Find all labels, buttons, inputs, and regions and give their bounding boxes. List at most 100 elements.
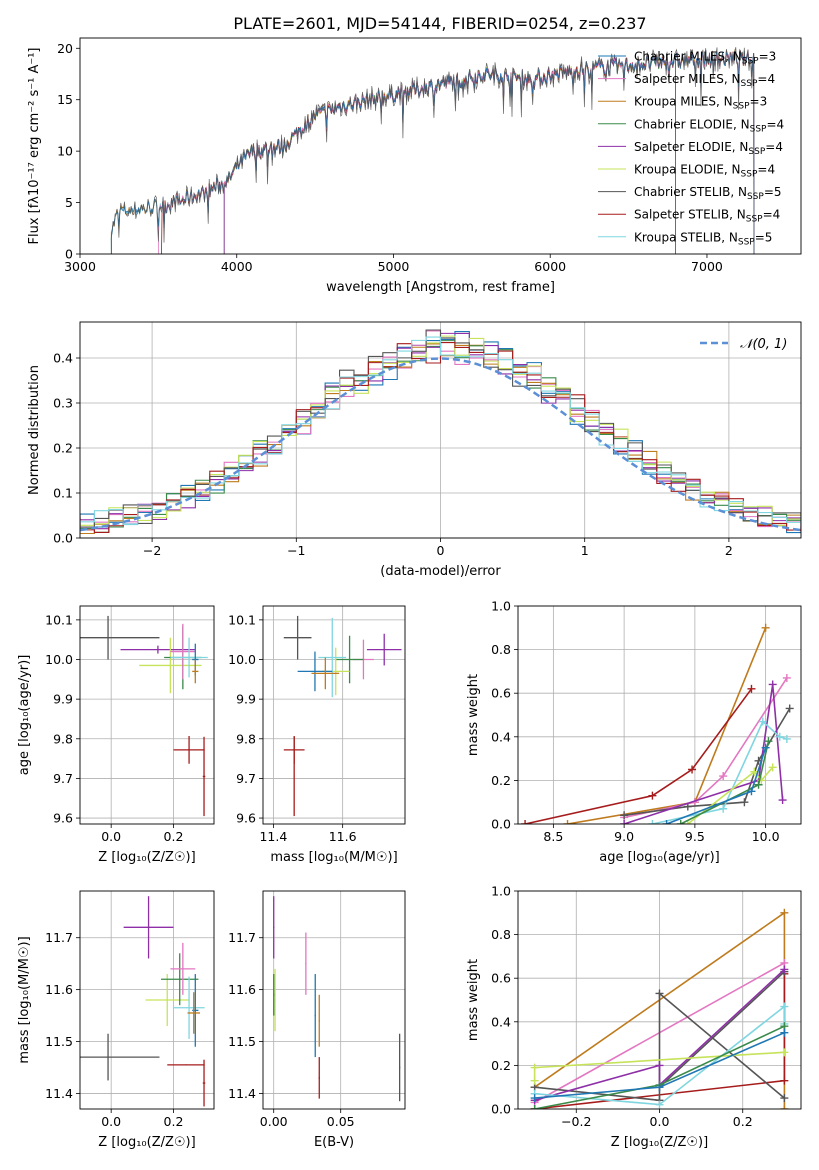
x-tick-label: 5000 [378, 259, 410, 274]
weight-marker-SS [747, 684, 756, 693]
axes-frame [79, 890, 215, 1110]
y-tick-label: 11.4 [45, 1086, 73, 1101]
legend-nssp: =4 [766, 117, 784, 131]
axes-frame [79, 605, 215, 825]
x-tick-label: −0.2 [561, 1114, 591, 1129]
legend-label-KS: Kroupa STELIB, NSSP=5 [634, 230, 772, 247]
plot-area [80, 615, 208, 817]
chart-weight_vs_Z: −0.2 0.0 0.2 0.0 0.2 0.4 0.6 0.8 1.0 Z [log₁₀(Z/Z… [466, 884, 802, 1150]
y-tick-label: 0.0 [491, 1102, 511, 1117]
x-tick-label: 0.0 [101, 829, 121, 844]
x-axis-label: wavelength [Angstrom, rest frame] [326, 280, 555, 295]
plot-area [521, 623, 794, 824]
residuals-legend: 𝒩(0, 1) [700, 337, 787, 352]
legend-nssp: =4 [765, 140, 783, 154]
chart-mass_vs_EBV: 0.00 0.05 11.4 11.5 11.6 11.7 E(B-V) [228, 890, 406, 1150]
legend-label-SM: Salpeter MILES, NSSP=4 [634, 72, 775, 89]
x-tick-label: 0 [437, 543, 445, 558]
weight-line-KM [567, 627, 767, 824]
legend-label-KE: Kroupa ELODIE, NSSP=4 [634, 163, 775, 180]
legend-label-CE: Chabrier ELODIE, NSSP=4 [634, 117, 784, 134]
weight-marker-CE [530, 1105, 539, 1109]
x-tick-label: 9.0 [614, 829, 634, 844]
y-axis-label: mass weight [466, 959, 481, 1041]
weight-marker-SE [768, 680, 777, 689]
y-tick-label: 0.2 [491, 1058, 511, 1073]
weight-line-SE [623, 684, 784, 824]
ticks: 0.0 0.2 9.6 9.7 9.8 9.9 10.0 10.1 [45, 612, 183, 844]
axes-frame [517, 890, 802, 1110]
x-tick-label: −2 [143, 543, 161, 558]
y-tick-label: 11.5 [228, 1034, 256, 1049]
y-tick-label: 0 [65, 247, 73, 262]
legend-nssp: =5 [764, 185, 782, 199]
legend-nssp: =4 [757, 72, 775, 86]
legend-subscript: SSP [746, 215, 763, 225]
y-tick-label: 0.2 [53, 441, 73, 456]
y-tick-label: 1.0 [491, 599, 511, 614]
weight-marker-SE [620, 820, 629, 824]
legend-nssp: =3 [759, 50, 777, 64]
weight-marker-CE [676, 820, 685, 824]
legend-subscript: SSP [742, 57, 759, 67]
x-tick-label: 10.0 [752, 829, 780, 844]
x-tick-label: 0.0 [650, 1114, 670, 1129]
legend-label-normal: 𝒩(0, 1) [740, 337, 787, 352]
weight-marker-CE [764, 737, 773, 746]
y-tick-label: 10.1 [45, 612, 73, 627]
ticks: 11.4 11.6 9.6 9.7 9.8 9.9 10.0 10.1 [228, 612, 356, 844]
legend-subscript: SSP [741, 170, 758, 180]
weight-marker-KS [775, 732, 784, 741]
x-tick-label: 0.2 [164, 829, 184, 844]
weight-marker-CE [754, 780, 763, 789]
x-tick-label: 0.05 [327, 1114, 355, 1129]
y-axis-label: mass [log₁₀(M/M☉)] [17, 936, 32, 1063]
legend-subscript: SSP [747, 192, 764, 202]
ticks: 8.5 9.0 9.5 10.0 0.0 0.2 0.4 0.6 0.8 1.0 [491, 599, 779, 845]
weight-marker-SS [648, 791, 657, 800]
y-tick-label: 10.0 [45, 652, 73, 667]
x-axis-label: Z [log₁₀(Z/Z☉)] [98, 1135, 195, 1150]
axes-frame [262, 890, 406, 1110]
ticks: −2 −1 0 1 2 0.0 0.1 0.2 0.3 0.4 [53, 351, 733, 559]
weight-marker-CM [655, 1083, 664, 1092]
weight-marker-KE [530, 1076, 539, 1085]
y-tick-label: 9.8 [53, 731, 73, 746]
weight-marker-SS [688, 765, 697, 774]
y-tick-label: 9.7 [53, 771, 73, 786]
axes-frame [262, 605, 406, 825]
weight-marker-KE [750, 767, 759, 776]
x-axis-label: age [log₁₀(age/yr)] [599, 850, 720, 865]
y-tick-label: 0.4 [53, 351, 73, 366]
weight-line-CS [658, 971, 785, 1088]
y-tick-label: 9.8 [236, 731, 256, 746]
y-axis-label: age [log₁₀(age/yr)] [17, 655, 32, 776]
figure-title: PLATE=2601, MJD=54144, FIBERID=0254, z=0… [233, 14, 646, 33]
weight-marker-SS [780, 1076, 789, 1085]
y-axis-label: Normed distribution [27, 365, 42, 495]
weight-line-SE [534, 968, 785, 1102]
weight-marker-KE [683, 820, 692, 824]
y-tick-label: 0.0 [53, 531, 73, 546]
y-axis-label: mass weight [466, 674, 481, 756]
axes-frame [517, 605, 802, 825]
legend-nssp: =4 [763, 208, 781, 222]
x-axis-label: (data-model)/error [380, 564, 501, 579]
y-tick-label: 9.7 [236, 771, 256, 786]
weight-marker-KS [719, 804, 728, 813]
weight-line-KE [687, 766, 774, 824]
y-tick-label: 0.6 [491, 971, 511, 986]
y-tick-label: 0.6 [491, 686, 511, 701]
weight-marker-KE [768, 763, 777, 772]
axes-frame [79, 321, 802, 539]
histogram-KS [80, 336, 801, 533]
plot-area [80, 896, 206, 1107]
y-tick-label: 0.3 [53, 396, 73, 411]
weight-line-CS [534, 991, 785, 1102]
weight-marker-SE [780, 965, 789, 974]
legend-subscript: SSP [738, 237, 755, 247]
ticks: 3000 4000 5000 6000 7000 0 5 10 15 20 [57, 41, 723, 274]
x-tick-label: 6000 [534, 259, 566, 274]
y-tick-label: 9.6 [53, 811, 73, 826]
y-tick-label: 11.4 [228, 1086, 256, 1101]
